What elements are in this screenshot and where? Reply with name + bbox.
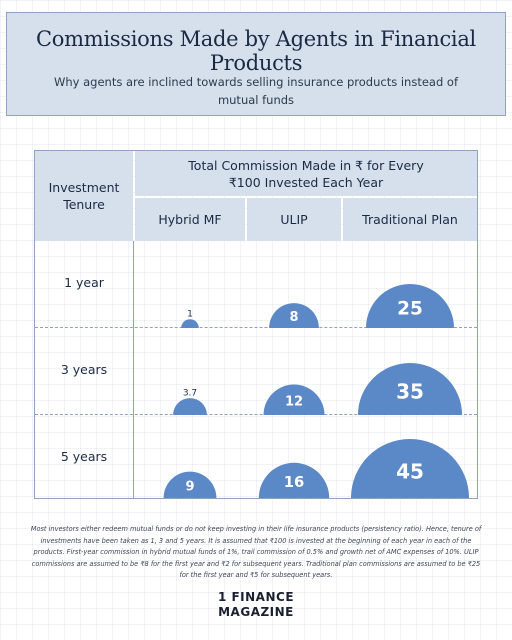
bubble-value-label: 3.7	[183, 389, 197, 399]
bubble-value-label: 45	[396, 460, 424, 484]
column-header-label: Traditional Plan	[362, 212, 458, 227]
header-banner: Commissions Made by Agents in Financial …	[6, 12, 506, 116]
bubble-value-label: 9	[185, 479, 194, 494]
row-label-5-years: 5 years	[60, 449, 108, 464]
brand-line-1: 1 FINANCE	[217, 590, 295, 604]
row-label-divider	[133, 241, 134, 498]
bubble-mark	[357, 362, 463, 415]
bubble-value-label: 8	[289, 310, 298, 325]
page-title: Commissions Made by Agents in Financial …	[36, 27, 476, 75]
bubble-value-label: 25	[397, 299, 423, 320]
brand-logo: 1 FINANCE MAGAZINE	[0, 590, 512, 620]
commission-table: Investment Tenure Total Commission Made …	[34, 150, 478, 499]
bubble-mark	[269, 303, 319, 328]
row-baseline-3-years	[35, 414, 477, 415]
bubble-mark	[181, 319, 199, 328]
page-subtitle: Why agents are inclined towards selling …	[53, 75, 459, 107]
brand-line-2: MAGAZINE	[218, 605, 294, 619]
bubble-mark	[258, 462, 330, 498]
bubble-mark	[350, 438, 470, 498]
row-baseline-1-year	[35, 327, 477, 328]
group-header-label: Total Commission Made in ₹ for Every ₹10…	[188, 157, 424, 190]
column-header-traditional-plan: Traditional Plan	[343, 198, 477, 241]
bubble-value-label: 35	[396, 380, 424, 404]
bubble-value-label: 12	[285, 395, 303, 410]
row-label-3-years: 3 years	[60, 362, 108, 377]
row-label-1-year: 1 year	[64, 275, 104, 290]
bubble-mark	[173, 398, 207, 415]
bubble-mark	[263, 384, 325, 415]
bubble-chart-area: 1 3.7 9 8 12 16 25 35 45	[163, 284, 470, 498]
column-header-hybrid-mf: Hybrid MF	[135, 198, 245, 241]
column-header-ulip: ULIP	[247, 198, 341, 241]
footnote: Most investors either redeem mutual fund…	[30, 525, 482, 579]
row-header-label: Investment Tenure	[48, 180, 120, 212]
bubble-value-label: 1	[187, 310, 193, 320]
column-header-label: ULIP	[280, 212, 308, 227]
group-header-cell: Total Commission Made in ₹ for Every ₹10…	[135, 151, 477, 196]
column-header-label: Hybrid MF	[158, 212, 222, 227]
bubble-value-label: 16	[284, 474, 305, 491]
bubble-mark	[163, 471, 217, 498]
bubble-mark	[366, 284, 454, 328]
row-header-cell: Investment Tenure	[35, 151, 133, 241]
